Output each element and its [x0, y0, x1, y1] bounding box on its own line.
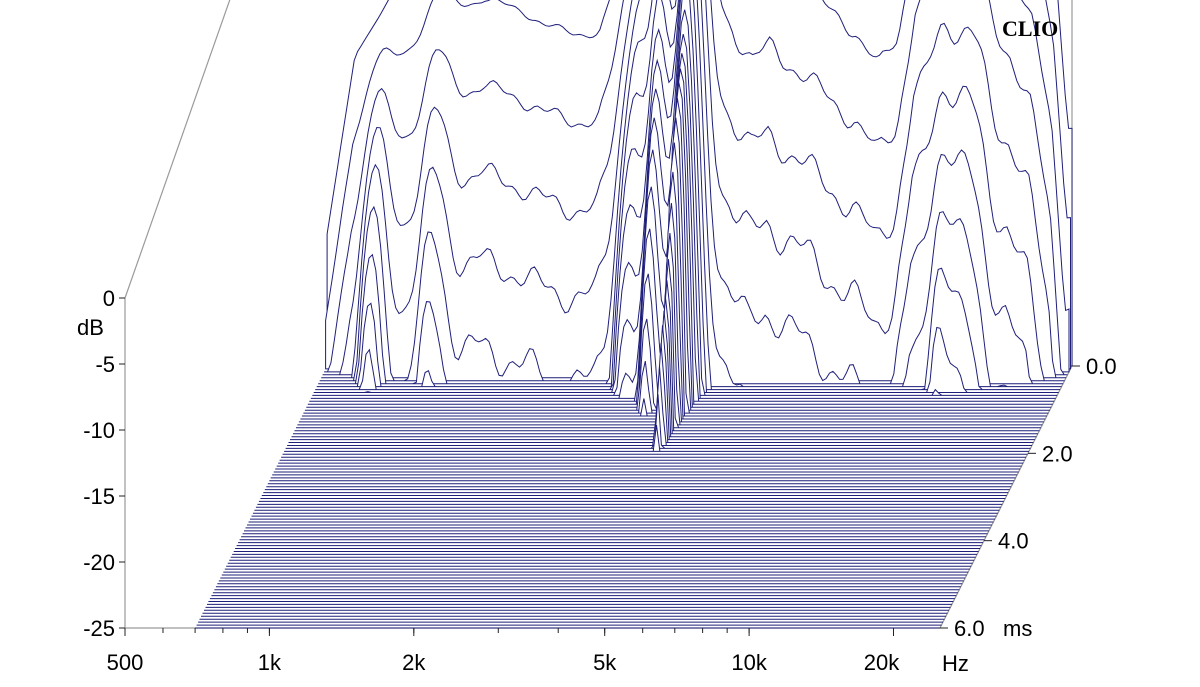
waterfall-slices [195, 0, 1073, 629]
z-axis-unit: ms [1003, 616, 1032, 641]
y-tick-label: 0 [103, 286, 115, 311]
z-tick-label: 0.0 [1086, 354, 1117, 379]
brand-label: CLIO [1002, 16, 1058, 41]
z-tick-label: 6.0 [954, 616, 985, 641]
spectrum-slice [284, 425, 1029, 452]
axis-ticks [119, 297, 1080, 636]
x-axis-unit: Hz [942, 651, 969, 676]
y-tick-label: -20 [83, 550, 115, 575]
axis-labels: 0 -5 -10 -15 -20 -25 500 1k 2k 5k 10k 20k 0.0 2.0 4.0 6… [83, 286, 1116, 675]
z-tick-label: 4.0 [998, 529, 1029, 554]
z-axis-line [939, 365, 1073, 629]
x-tick-label: 2k [402, 650, 426, 675]
x-tick-label: 1k [258, 650, 282, 675]
spectrum-slice [287, 366, 1032, 446]
x-tick-label: 500 [107, 650, 144, 675]
x-tick-label: 5k [593, 650, 617, 675]
spectrum-slice [285, 394, 1031, 449]
x-tick-label: 20k [864, 650, 900, 675]
y-tick-label: -15 [83, 484, 115, 509]
y-tick-label: -10 [83, 418, 115, 443]
z-tick-label: 2.0 [1042, 441, 1073, 466]
x-tick-label: 10k [731, 650, 767, 675]
left-wall-top-edge [124, 0, 231, 299]
y-tick-label: -5 [95, 352, 115, 377]
y-axis-unit: dB [77, 315, 104, 340]
y-tick-label: -25 [83, 616, 115, 641]
